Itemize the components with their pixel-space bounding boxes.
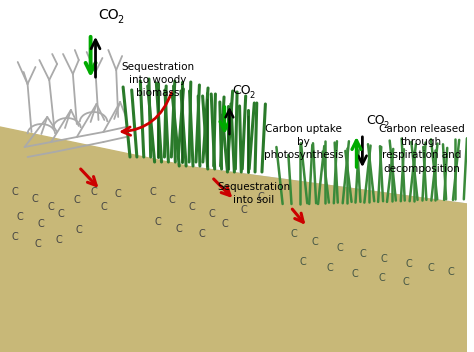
Text: C: C <box>381 254 387 264</box>
Text: C: C <box>379 273 385 283</box>
Text: C: C <box>169 195 176 205</box>
Text: C: C <box>58 209 64 219</box>
Text: C: C <box>290 229 297 239</box>
Text: C: C <box>75 225 82 235</box>
Text: C: C <box>189 202 195 212</box>
Text: C: C <box>359 249 366 259</box>
Text: C: C <box>149 187 156 197</box>
Text: C: C <box>221 219 228 229</box>
Text: C: C <box>327 263 333 273</box>
Text: Sequestration
into soil: Sequestration into soil <box>218 182 291 205</box>
Text: C: C <box>176 224 182 234</box>
Text: C: C <box>351 269 358 279</box>
Text: C: C <box>34 239 41 249</box>
Text: C: C <box>31 194 38 204</box>
Text: C: C <box>115 189 121 199</box>
Text: C: C <box>241 205 247 215</box>
Text: C: C <box>16 212 23 222</box>
Text: C: C <box>48 202 55 212</box>
Text: C: C <box>11 187 18 197</box>
Text: CO: CO <box>366 114 385 127</box>
Text: C: C <box>38 219 45 229</box>
Text: C: C <box>428 263 435 273</box>
Text: C: C <box>56 235 63 245</box>
Text: Sequestration
into woody
biomass: Sequestration into woody biomass <box>121 62 194 99</box>
Polygon shape <box>192 167 467 352</box>
Text: 2: 2 <box>249 91 255 100</box>
Text: Carbon uptake
by
photosynthesis: Carbon uptake by photosynthesis <box>264 124 343 161</box>
Text: C: C <box>90 187 97 197</box>
Text: C: C <box>257 192 264 202</box>
Text: 2: 2 <box>383 121 388 130</box>
Text: C: C <box>312 237 319 247</box>
Text: C: C <box>154 217 161 227</box>
Text: C: C <box>11 232 18 242</box>
Text: C: C <box>300 257 307 267</box>
Text: C: C <box>100 202 107 212</box>
Text: 2: 2 <box>117 15 123 25</box>
Text: C: C <box>402 277 409 287</box>
Text: C: C <box>337 243 343 253</box>
Text: C: C <box>405 259 412 269</box>
Text: C: C <box>209 209 215 219</box>
Text: CO: CO <box>232 84 251 97</box>
Text: C: C <box>73 195 80 205</box>
Text: C: C <box>199 229 205 239</box>
Text: Carbon released
through
respiration and
decomposition: Carbon released through respiration and … <box>379 124 465 174</box>
Polygon shape <box>0 127 467 352</box>
Text: C: C <box>447 267 455 277</box>
Text: CO: CO <box>99 8 119 22</box>
